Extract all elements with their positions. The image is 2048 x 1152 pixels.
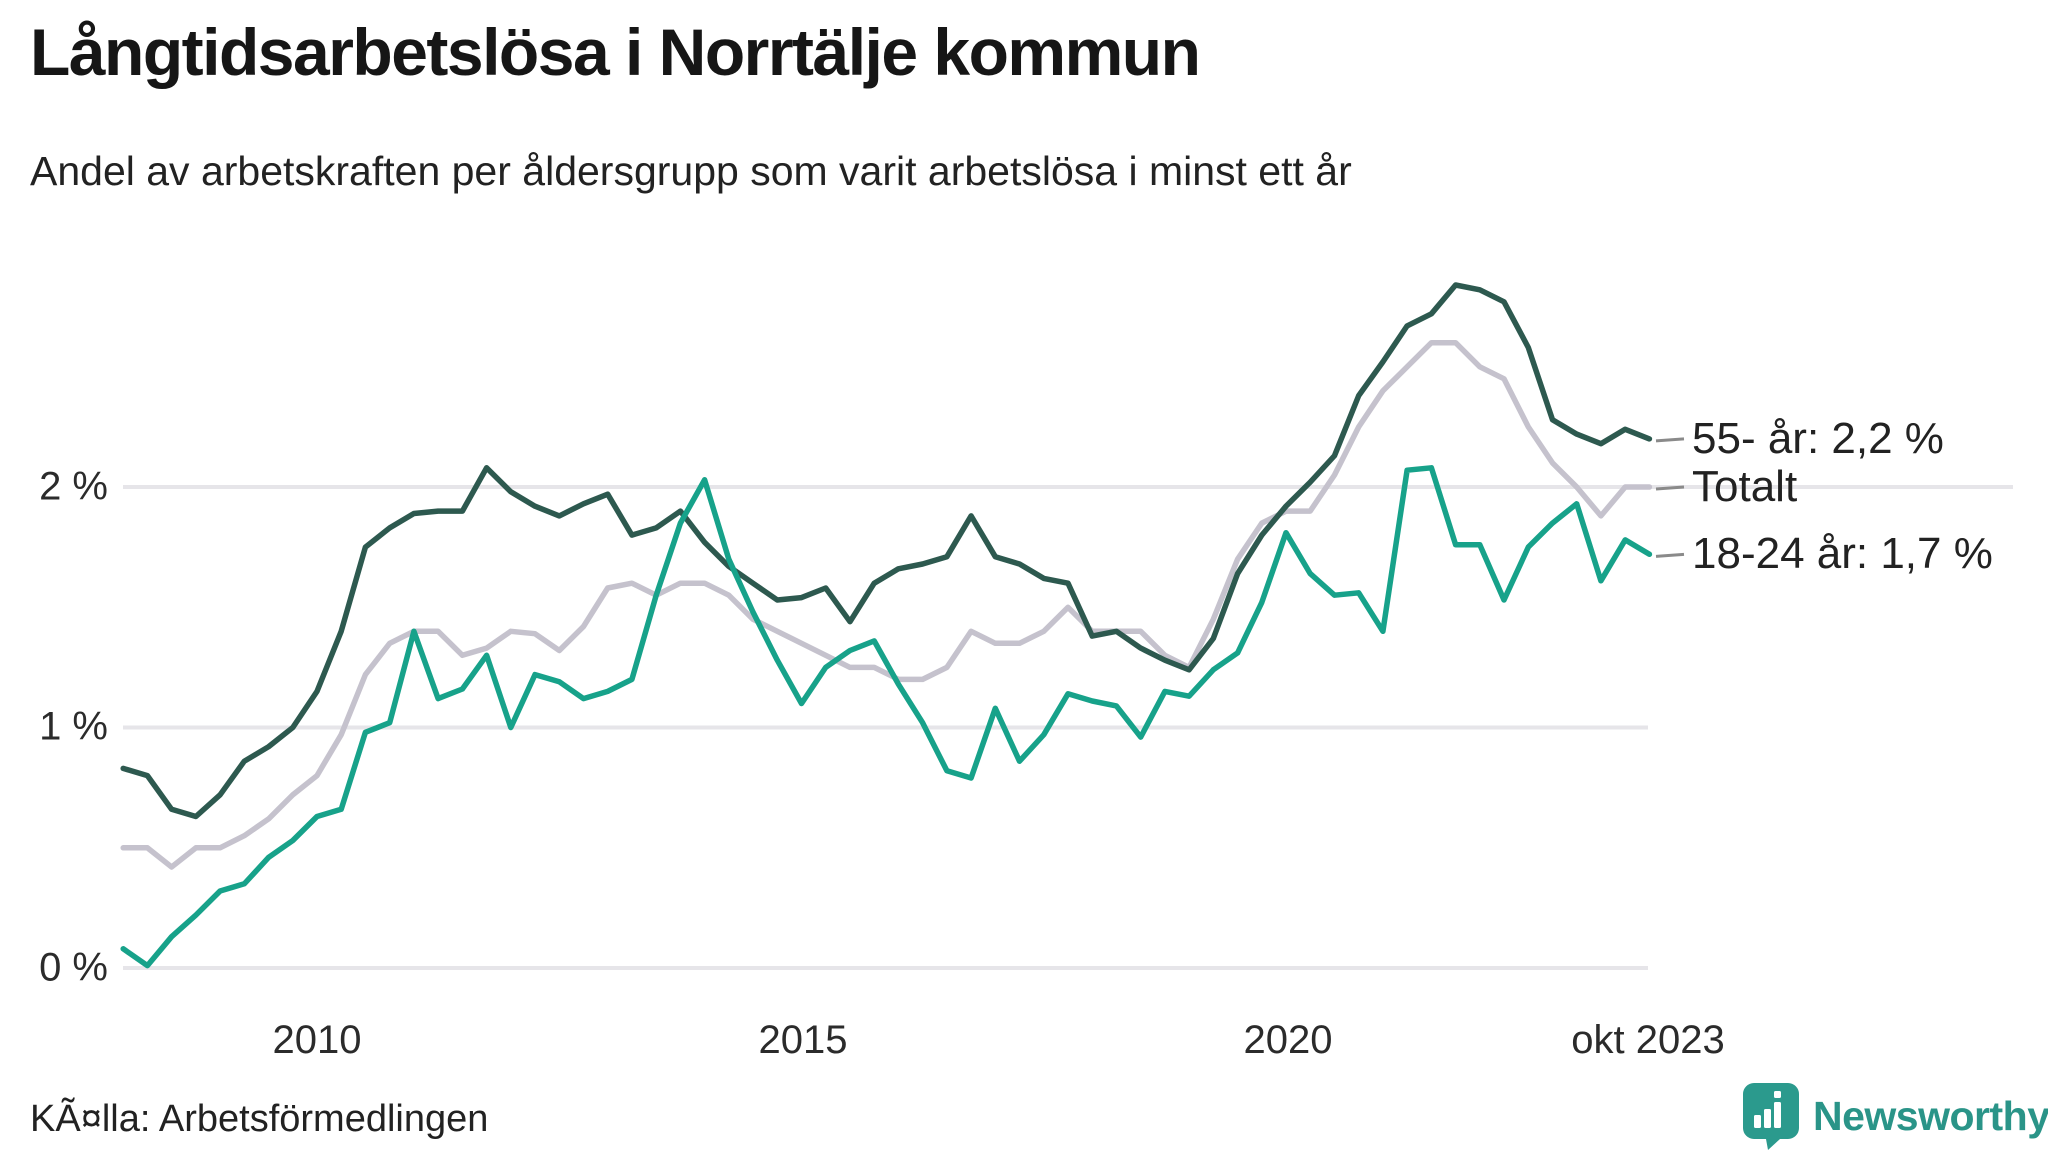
x-tick-label-okt2023: okt 2023 xyxy=(1571,1018,1725,1062)
x-tick-label-2015: 2015 xyxy=(758,1018,848,1062)
source-note: KÃ¤lla: Arbetsförmedlingen xyxy=(30,1098,489,1140)
x-tick-label-2020: 2020 xyxy=(1243,1018,1333,1062)
page-title: Långtidsarbetslösa i Norrtälje kommun xyxy=(30,15,1201,89)
newsworthy-wordmark: Newsworthy xyxy=(1813,1092,2048,1139)
series-label-55ar: 55- år: 2,2 % xyxy=(1692,413,1944,463)
series-line-totalt xyxy=(120,339,1653,870)
series-label-totalt: Totalt xyxy=(1692,462,1798,511)
newsworthy-logo[interactable]: Newsworthy xyxy=(1742,1082,2048,1150)
series-line-1824 xyxy=(120,465,1653,969)
y-tick-label-2: 2 % xyxy=(39,464,108,509)
chart-subtitle: Andel av arbetskraften per åldersgrupp s… xyxy=(30,148,1352,194)
label-leader-ticks xyxy=(1655,437,1685,558)
y-tick-label-0: 0 % xyxy=(39,945,108,990)
y-tick-label-1: 1 % xyxy=(39,704,108,749)
x-tick-label-2010: 2010 xyxy=(272,1018,362,1062)
series-label-1824: 18-24 år: 1,7 % xyxy=(1692,529,1993,579)
series-line-55ar xyxy=(120,282,1653,820)
bar-chart-bubble-icon xyxy=(1743,1083,1799,1150)
